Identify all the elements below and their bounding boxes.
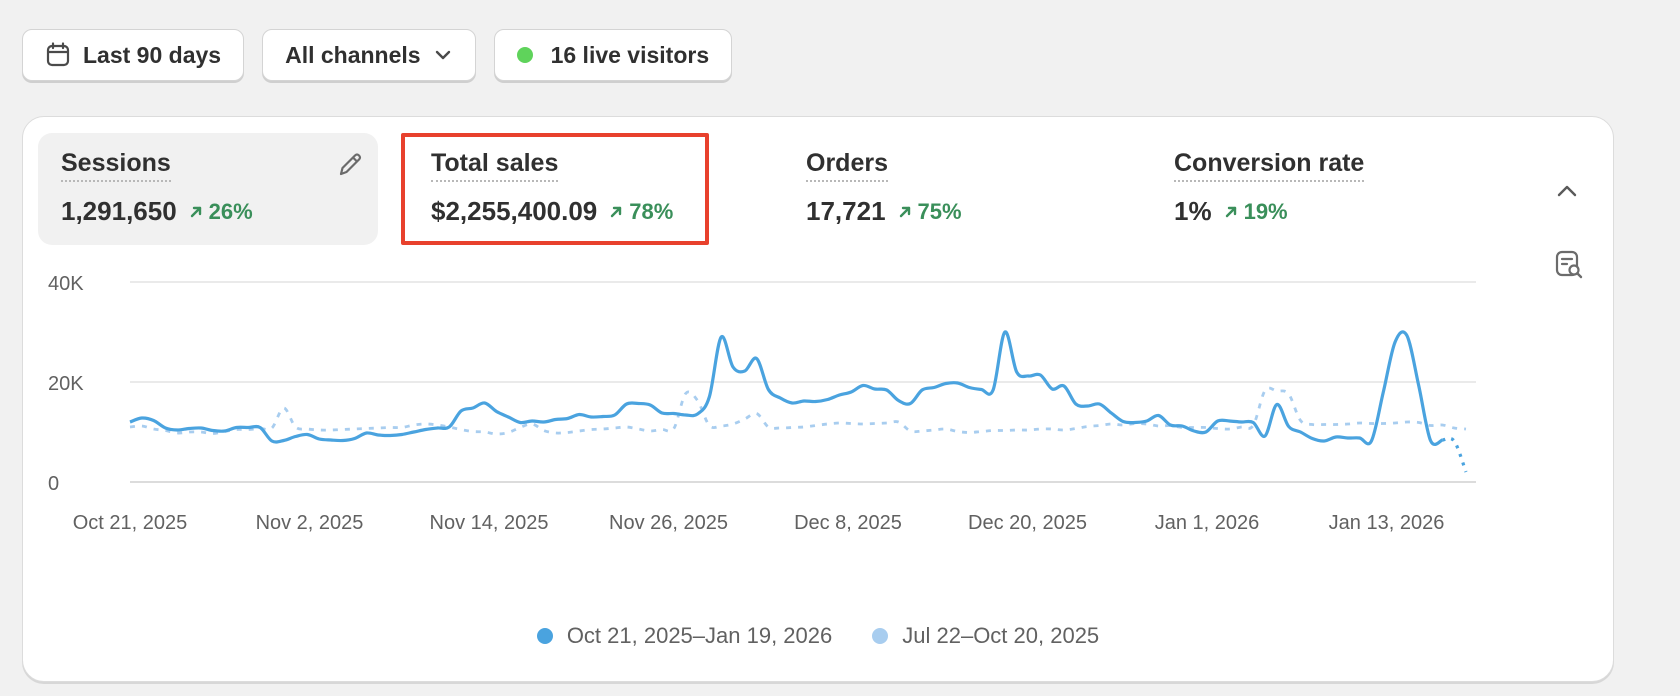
- chart-legend: Oct 21, 2025–Jan 19, 2026 Jul 22–Oct 20,…: [23, 623, 1613, 649]
- legend-swatch-current: [536, 628, 553, 644]
- arrow-up-right-icon: [611, 206, 622, 217]
- date-range-button[interactable]: Last 90 days: [22, 29, 245, 81]
- metric-delta-value: 19%: [1243, 198, 1288, 224]
- metric-delta-value: 78%: [629, 198, 674, 224]
- x-tick-label: Dec 20, 2025: [968, 512, 1087, 534]
- metric-sessions[interactable]: Sessions 1,291,650 26%: [38, 133, 378, 245]
- metric-delta: 75%: [898, 199, 962, 225]
- legend-label-previous: Jul 22–Oct 20, 2025: [902, 623, 1100, 648]
- arrow-up-right-icon: [190, 206, 201, 217]
- metric-delta-value: 26%: [208, 198, 253, 224]
- metric-value: 1,291,650: [61, 196, 177, 226]
- metric-value: 1%: [1174, 196, 1212, 226]
- channels-dropdown[interactable]: All channels: [262, 29, 476, 81]
- explore-data-icon[interactable]: [1553, 249, 1585, 286]
- x-tick-label: Nov 14, 2025: [430, 512, 549, 534]
- y-tick-label: 0: [48, 473, 59, 495]
- arrow-up-right-icon: [899, 206, 910, 217]
- metric-label: Total sales: [431, 149, 559, 182]
- y-tick-label: 40K: [48, 273, 84, 295]
- x-tick-label: Jan 13, 2026: [1329, 512, 1445, 534]
- analytics-card: Sessions 1,291,650 26% Total sales $2,25…: [22, 116, 1614, 682]
- metric-delta: 78%: [609, 199, 673, 225]
- chevron-down-icon: [433, 45, 453, 65]
- metric-value: 17,721: [806, 196, 886, 226]
- legend-swatch-previous: [872, 628, 889, 644]
- metric-label: Orders: [806, 149, 888, 182]
- y-tick-label: 20K: [48, 373, 84, 395]
- legend-item-current[interactable]: Oct 21, 2025–Jan 19, 2026: [536, 623, 833, 649]
- x-tick-label: Dec 8, 2025: [794, 512, 902, 534]
- live-visitors-label: 16 live visitors: [550, 41, 710, 68]
- metric-label: Conversion rate: [1174, 149, 1365, 182]
- calendar-icon: [45, 42, 71, 68]
- arrow-up-right-icon: [1225, 206, 1236, 217]
- edit-pencil-icon[interactable]: [336, 151, 364, 184]
- legend-label-current: Oct 21, 2025–Jan 19, 2026: [566, 623, 833, 648]
- metric-orders[interactable]: Orders 17,721 75%: [783, 133, 1103, 245]
- legend-item-previous[interactable]: Jul 22–Oct 20, 2025: [872, 623, 1099, 649]
- metric-delta: 26%: [189, 199, 253, 225]
- metric-label: Sessions: [61, 149, 171, 182]
- series-line-current-partial: [1442, 436, 1468, 473]
- x-tick-label: Nov 2, 2025: [256, 512, 364, 534]
- x-tick-label: Oct 21, 2025: [73, 512, 188, 534]
- live-visitors-button[interactable]: 16 live visitors: [493, 29, 733, 81]
- metric-conversion-rate[interactable]: Conversion rate 1% 19%: [1151, 133, 1471, 245]
- metric-value: $2,255,400.09: [431, 196, 598, 226]
- channels-label: All channels: [285, 41, 421, 68]
- metric-delta: 19%: [1224, 199, 1288, 225]
- date-range-label: Last 90 days: [83, 41, 222, 68]
- live-status-dot: [516, 47, 533, 63]
- series-line-previous: [129, 386, 1467, 436]
- sales-line-chart: 40K 20K 0 Oct 21, 2025 Nov 2, 2025 Nov 14, 2…: [48, 273, 1476, 534]
- filter-toolbar: Last 90 days All channels 16 live visito…: [22, 29, 733, 81]
- x-tick-label: Nov 26, 2025: [609, 512, 728, 534]
- x-tick-label: Jan 1, 2026: [1155, 512, 1260, 534]
- series-line-current: [129, 330, 1444, 446]
- metric-total-sales[interactable]: Total sales $2,255,400.09 78%: [401, 133, 709, 245]
- metric-delta-value: 75%: [917, 198, 962, 224]
- chevron-up-icon[interactable]: [1553, 177, 1581, 210]
